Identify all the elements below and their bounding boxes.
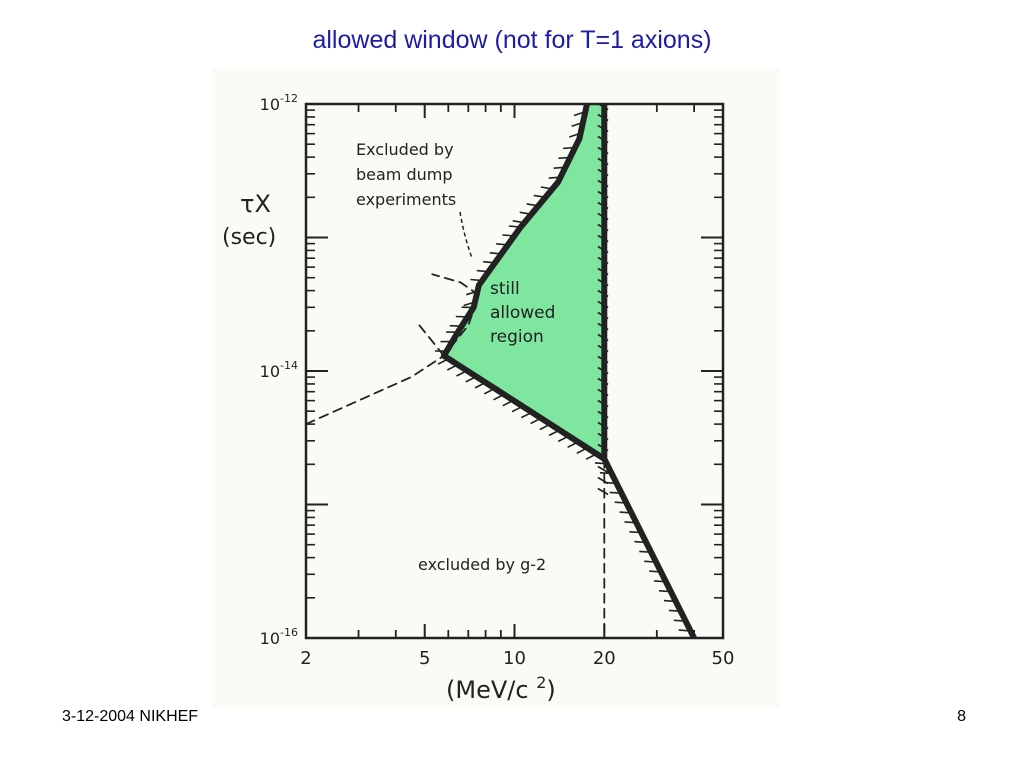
x-axis-label-close: ) (546, 676, 555, 704)
curve-beam-dump-extension (306, 273, 480, 425)
beam-dump-annotation-line-3: experiments (356, 190, 456, 209)
hatch-mark-33 (597, 465, 609, 474)
x-tick-label-1: 5 (419, 648, 430, 669)
g2-annotation: excluded by g-2 (418, 555, 546, 574)
footer-date-venue: 3-12-2004 NIKHEF (62, 708, 199, 725)
y-tick-label-1: 10-14 (260, 359, 298, 381)
curve-layer (306, 104, 698, 638)
y-tick-label-0: 10-12 (260, 92, 298, 114)
y-tick-label-2: 10-16 (260, 626, 298, 648)
curve-lower-dashed-branch (418, 324, 445, 357)
y-tick-label-base-1: 10 (260, 362, 280, 381)
region-layer (443, 104, 605, 459)
allowed-region-0 (443, 104, 605, 459)
page-number: 8 (957, 708, 966, 725)
curve-beam-dump-boundary (440, 104, 590, 359)
y-axis-label-symbol: τX (240, 190, 271, 218)
beam-dump-annotation-line-1: Excluded by (356, 140, 454, 159)
x-tick-label-0: 2 (300, 648, 311, 669)
region-label-line-2: allowed (490, 303, 555, 323)
y-tick-label-base-2: 10 (260, 629, 280, 648)
hatch-mark-34 (597, 476, 609, 485)
y-tick-label-base-0: 10 (260, 95, 280, 114)
y-tick-label-exp-1: -14 (280, 359, 298, 372)
x-tick-label-2: 10 (503, 648, 526, 669)
x-axis-label: (MeV/c 2) (446, 673, 556, 704)
hatch-mark-35 (597, 487, 609, 496)
x-axis-label-text: (MeV/c (446, 676, 529, 704)
x-axis-label-superscript: 2 (536, 673, 546, 692)
y-tick-label-exp-0: -12 (280, 92, 298, 105)
region-label-line-3: region (490, 327, 544, 347)
y-tick-label-exp-2: -16 (280, 626, 298, 639)
x-tick-label-3: 20 (593, 648, 616, 669)
region-label-line-1: still (490, 279, 520, 299)
y-axis-label-unit: (sec) (222, 225, 276, 250)
slide-title: allowed window (not for T=1 axions) (312, 26, 712, 54)
x-tick-label-4: 50 (712, 648, 735, 669)
beam-dump-annotation-pointer (459, 211, 473, 259)
beam-dump-annotation-line-2: beam dump (356, 165, 453, 184)
